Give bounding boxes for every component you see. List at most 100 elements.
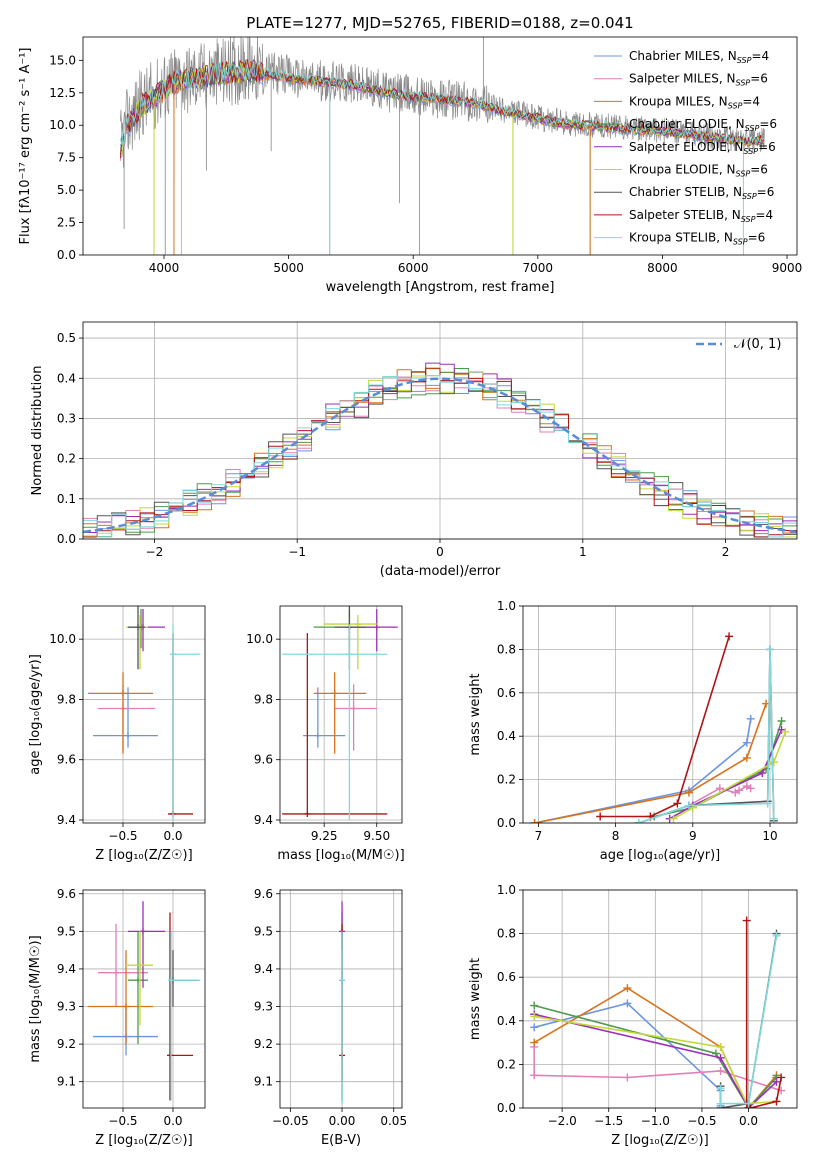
series-marker	[623, 999, 632, 1008]
model-spectrum	[120, 60, 764, 145]
series-marker	[769, 758, 778, 767]
data-point	[170, 651, 176, 658]
axes-frame	[82, 605, 206, 824]
series-marker	[530, 819, 539, 823]
legend-label: Kroupa STELIB, N	[629, 231, 733, 245]
legend-eq: =6	[750, 163, 768, 177]
legend-entry: Chabrier STELIB, NSSP=6	[629, 185, 774, 201]
series-marker	[744, 1099, 753, 1108]
series-marker	[715, 784, 724, 793]
x-axis-label: age [log₁₀(age/yr)]	[600, 848, 721, 863]
plot-area	[83, 362, 797, 539]
y-axis-label: Normed distribution	[30, 366, 45, 496]
y-tick-label: 9.4	[254, 813, 273, 827]
y-tick-label: 0.2	[57, 452, 76, 466]
y-tick-label: 9.6	[254, 887, 273, 901]
y-tick-label: 0.0	[497, 816, 516, 830]
series-marker	[623, 984, 632, 993]
series-marker	[716, 1066, 725, 1075]
chart-ebv-mass: −0.05 0.00 0.05 9.1 9.2 9.3 9.4 9.5 9.6 E(B-V)	[254, 887, 407, 1148]
x-axis-label: Z [log₁₀(Z/Z☉)]	[611, 1133, 708, 1148]
series-marker	[735, 786, 744, 795]
y-tick-label: 10.0	[246, 632, 273, 646]
data-point	[137, 962, 143, 969]
legend-eq: =6	[759, 117, 777, 131]
y-axis-label: mass weight	[468, 673, 483, 755]
x-axis-label: wavelength [Angstrom, rest frame]	[326, 280, 555, 295]
series-marker	[634, 819, 643, 823]
x-tick-label: −0.05	[272, 1114, 309, 1128]
plot-area	[530, 632, 790, 823]
series-line	[534, 703, 767, 823]
x-axis-label: E(B-V)	[321, 1133, 361, 1148]
chart-Z-weight: −2.0 −1.5 −1.0 −0.5 0.0 0.0 0.2 0.4 0.6 0.8 1.0 Z […	[468, 883, 798, 1148]
x-tick-label: 9	[689, 829, 697, 843]
series-marker	[746, 714, 755, 723]
series-marker	[716, 1042, 725, 1051]
x-axis-label: Z [log₁₀(Z/Z☉)]	[95, 848, 192, 863]
y-tick-label: 0.6	[497, 970, 516, 984]
series-marker	[742, 738, 751, 747]
data-point	[120, 690, 126, 697]
series-line	[719, 935, 778, 1105]
y-tick-label: 0.0	[497, 1101, 516, 1115]
series-marker	[716, 1099, 725, 1108]
legend-sub: SSP	[736, 170, 751, 179]
x-tick-label: 4000	[149, 261, 180, 275]
plot-area	[88, 606, 200, 820]
series-marker	[623, 1073, 632, 1082]
series-line	[533, 1047, 782, 1092]
data-point	[135, 624, 141, 631]
y-tick-label: 9.3	[254, 1000, 273, 1014]
series-marker	[763, 799, 772, 808]
plot-area	[530, 916, 786, 1108]
series-marker	[530, 1038, 539, 1047]
data-point	[125, 732, 131, 739]
series-marker	[684, 788, 693, 797]
y-tick-label: 0.0	[57, 248, 76, 262]
histogram	[83, 375, 797, 539]
legend-entry: Salpeter STELIB, NSSP=4	[629, 208, 773, 224]
x-axis-label: (data-model)/error	[380, 564, 501, 579]
legend-eq: =6	[758, 140, 776, 154]
data-point	[314, 732, 321, 739]
legend-label: Salpeter MILES, N	[629, 72, 736, 86]
x-tick-label: −2.0	[548, 1114, 577, 1128]
axes-frame	[279, 889, 403, 1109]
y-tick-label: 9.4	[57, 962, 76, 976]
series-marker	[742, 916, 751, 925]
legend-entry: Chabrier ELODIE, NSSP=6	[629, 117, 777, 133]
chart-mass-age: 9.25 9.50 9.4 9.6 9.8 10.0 mass [log₁₀(M/M☉)]	[246, 605, 405, 863]
data-point	[373, 624, 380, 631]
y-tick-label: 0.4	[57, 371, 76, 385]
legend-label: Kroupa ELODIE, N	[629, 163, 736, 177]
legend-sub: SSP	[737, 56, 752, 65]
data-point	[350, 705, 357, 712]
series-marker	[746, 1104, 755, 1108]
legend-label: Salpeter STELIB, N	[629, 208, 741, 222]
chart-title: PLATE=1277, MJD=52765, FIBERID=0188, z=0…	[246, 14, 633, 32]
axes-frame	[522, 889, 798, 1109]
axes-frame	[522, 605, 798, 824]
series-line	[534, 718, 752, 823]
x-tick-label: −1	[288, 545, 306, 559]
series-line	[745, 920, 782, 1108]
axes-frame	[279, 605, 403, 824]
y-tick-label: 0.3	[57, 411, 76, 425]
y-axis-label: mass weight	[468, 958, 483, 1040]
y-tick-label: 9.6	[57, 753, 76, 767]
x-tick-label: 0.0	[163, 1114, 182, 1128]
x-tick-label: 9.25	[311, 829, 338, 843]
chart-spectrum: 4000 5000 6000 7000 8000 9000 0.0 2.5 5.0 7.5 10.0…	[18, 14, 802, 295]
y-tick-label: 10.0	[49, 632, 76, 646]
y-tick-label: 12.5	[49, 86, 76, 100]
data-point	[331, 690, 338, 697]
series-marker	[781, 727, 790, 736]
y-tick-label: 5.0	[57, 183, 76, 197]
legend-entry: Chabrier MILES, NSSP=4	[629, 49, 769, 65]
chart-Z-mass: −0.5 0.0 9.1 9.2 9.3 9.4 9.5 9.6 Z [log₁₀(Z/Z☉)]…	[28, 887, 206, 1148]
legend-sub: SSP	[728, 101, 743, 110]
series-line	[673, 731, 787, 820]
